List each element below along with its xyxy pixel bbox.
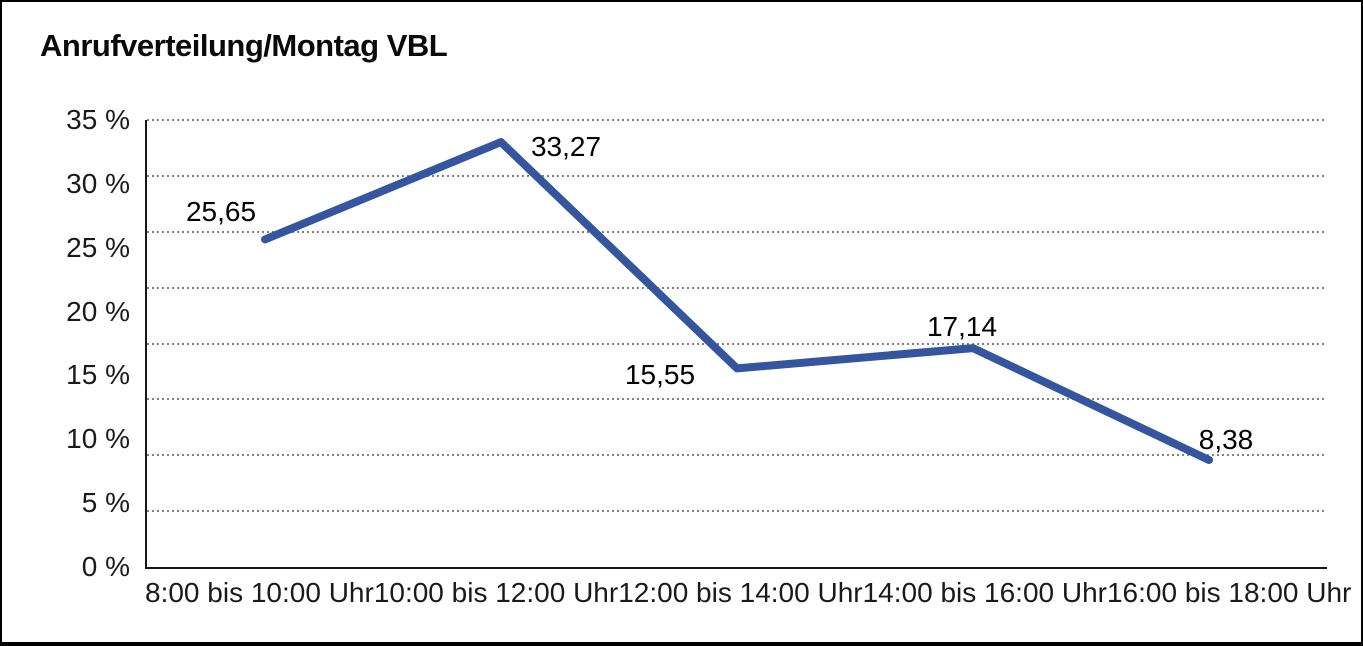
x-tick-label: 12:00 bis 14:00 Uhr bbox=[618, 577, 863, 608]
gridline bbox=[147, 398, 1327, 401]
data-point-label: 15,55 bbox=[624, 359, 696, 390]
gridline bbox=[147, 119, 1327, 121]
x-tick-label: 10:00 bis 12:00 Uhr bbox=[373, 577, 619, 608]
data-line bbox=[261, 138, 1213, 464]
y-tick-label: 0 % bbox=[81, 551, 130, 582]
chart-title: Anrufverteilung/Montag VBL bbox=[40, 28, 448, 63]
y-tick-label: 20 % bbox=[66, 295, 130, 327]
y-tick-label: 35 % bbox=[66, 104, 130, 135]
y-tick-label: 25 % bbox=[66, 231, 130, 263]
y-tick-label: 15 % bbox=[66, 359, 130, 391]
plot-area: 25,65 33,27 15,55 17,14 8,38 bbox=[145, 119, 1327, 569]
gridline bbox=[147, 342, 1327, 345]
data-line-path bbox=[261, 138, 1213, 464]
data-point-label: 8,38 bbox=[1198, 424, 1254, 455]
x-tick-label: 14:00 bis 16:00 Uhr bbox=[862, 577, 1107, 608]
x-axis-tick-labels: 8:00 bis 10:00 Uhr 10:00 bis 12:00 Uhr 12:… bbox=[145, 577, 1351, 609]
gridline bbox=[147, 230, 1327, 233]
x-tick-label: 16:00 bis 18:00 Uhr bbox=[1106, 577, 1352, 608]
gridline bbox=[147, 510, 1327, 513]
y-tick-label: 10 % bbox=[66, 423, 130, 455]
gridline bbox=[147, 454, 1327, 457]
gridline bbox=[147, 286, 1327, 289]
data-point-label: 25,65 bbox=[185, 196, 257, 227]
data-point-label: 33,27 bbox=[530, 131, 602, 162]
data-point-label: 17,14 bbox=[926, 311, 998, 342]
y-tick-label: 5 % bbox=[81, 487, 130, 519]
y-tick-label: 30 % bbox=[66, 167, 130, 199]
x-tick-label: 8:00 bis 10:00 Uhr bbox=[145, 577, 374, 608]
gridline bbox=[147, 174, 1327, 177]
